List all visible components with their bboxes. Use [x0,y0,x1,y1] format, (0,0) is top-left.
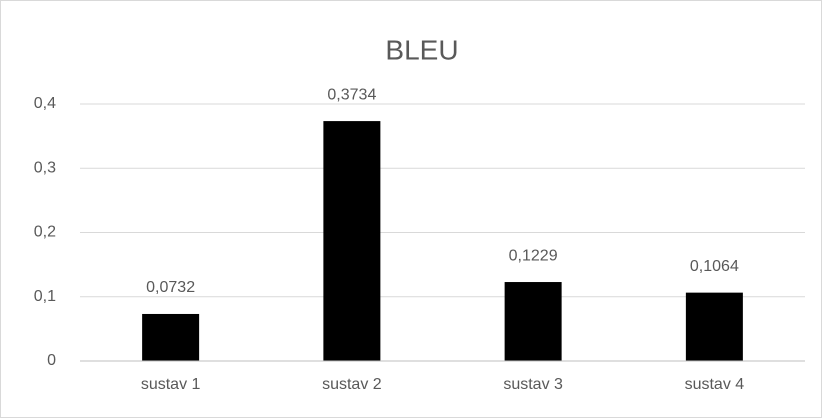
y-tick-label: 0,3 [34,159,56,176]
y-tick-label: 0 [47,352,56,369]
bar [323,121,381,361]
data-label: 0,3734 [327,86,376,103]
x-tick-label: sustav 3 [503,376,563,393]
bar [685,292,743,361]
x-tick-label: sustav 2 [322,376,382,393]
x-tick-label: sustav 4 [685,376,745,393]
chart-title: BLEU [385,34,458,65]
data-label: 0,1064 [690,258,739,275]
x-tick-label: sustav 1 [141,376,201,393]
y-tick-label: 0,4 [34,95,56,112]
data-label: 0,1229 [509,247,558,264]
y-tick-label: 0,1 [34,288,56,305]
y-tick-label: 0,2 [34,224,56,241]
data-label: 0,0732 [146,279,195,296]
bar [142,313,200,361]
bar [504,282,562,361]
